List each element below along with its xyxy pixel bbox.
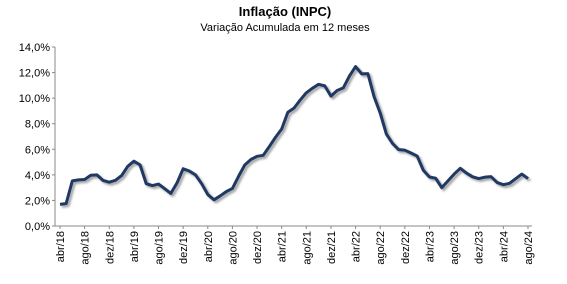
x-tick-label: ago/21 (301, 231, 313, 265)
y-tick-label: 8,0% (25, 119, 50, 131)
y-tick-label: 10,0% (19, 93, 50, 105)
x-tick-label: abr/18 (55, 231, 67, 262)
x-tick-label: abr/19 (129, 231, 141, 262)
x-tick-label: dez/18 (104, 231, 116, 264)
x-tick-label: ago/18 (80, 231, 92, 265)
x-tick-label: abr/21 (277, 231, 289, 262)
x-tick-label: dez/22 (400, 231, 412, 264)
chart-title: Inflação (INPC) (239, 4, 331, 19)
x-tick-label: dez/21 (326, 231, 338, 264)
x-tick-label: abr/23 (424, 231, 436, 262)
x-tick-label: dez/23 (474, 231, 486, 264)
chart-subtitle: Variação Acumulada em 12 meses (200, 22, 370, 34)
y-tick-label: 0,0% (25, 221, 50, 233)
series-line (59, 65, 529, 206)
x-tick-label: dez/19 (178, 231, 190, 264)
x-tick-label: ago/24 (523, 231, 535, 265)
x-tick-label: abr/22 (351, 231, 363, 262)
y-tick-label: 4,0% (25, 170, 50, 182)
x-tick-label: abr/20 (203, 231, 215, 262)
x-tick-label: ago/19 (154, 231, 166, 265)
y-tick-label: 6,0% (25, 144, 50, 156)
y-tick-label: 2,0% (25, 195, 50, 207)
y-tick-label: 14,0% (19, 42, 50, 54)
x-tick-label: ago/20 (227, 231, 239, 265)
x-tick-label: ago/22 (375, 231, 387, 265)
x-tick-label: abr/24 (498, 231, 510, 262)
y-tick-label: 12,0% (19, 68, 50, 80)
x-tick-label: ago/23 (449, 231, 461, 265)
x-tick-label: dez/20 (252, 231, 264, 264)
